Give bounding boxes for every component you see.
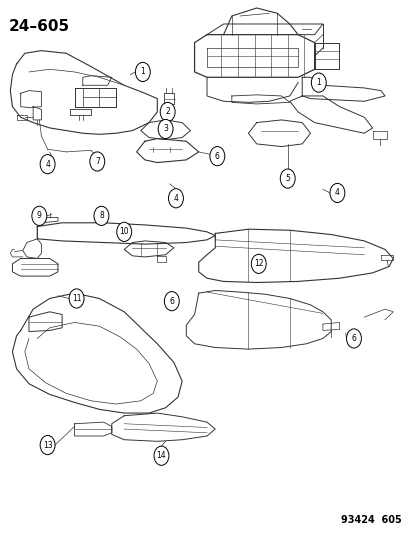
Circle shape (94, 206, 109, 225)
Circle shape (164, 292, 179, 311)
Text: 12: 12 (254, 260, 263, 268)
Circle shape (346, 329, 361, 348)
Text: 10: 10 (119, 228, 129, 236)
Circle shape (311, 73, 325, 92)
Text: 6: 6 (214, 152, 219, 160)
Text: 4: 4 (173, 194, 178, 203)
Circle shape (160, 102, 175, 122)
Text: 1: 1 (140, 68, 145, 76)
Text: 24–605: 24–605 (8, 19, 69, 34)
Text: 1: 1 (316, 78, 320, 87)
Text: 3: 3 (163, 125, 168, 133)
Text: 4: 4 (334, 189, 339, 197)
Circle shape (40, 155, 55, 174)
Circle shape (90, 152, 104, 171)
Text: 13: 13 (43, 441, 52, 449)
Text: 6: 6 (169, 297, 174, 305)
Circle shape (158, 119, 173, 139)
Circle shape (329, 183, 344, 203)
Circle shape (168, 189, 183, 208)
Circle shape (135, 62, 150, 82)
Text: 93424  605: 93424 605 (340, 515, 401, 525)
Text: 7: 7 (95, 157, 100, 166)
Circle shape (154, 446, 169, 465)
Circle shape (116, 222, 131, 241)
Circle shape (209, 147, 224, 166)
Text: 5: 5 (285, 174, 290, 183)
Text: 14: 14 (156, 451, 166, 460)
Text: 4: 4 (45, 160, 50, 168)
Circle shape (40, 435, 55, 455)
Text: 9: 9 (37, 212, 42, 220)
Circle shape (69, 289, 84, 308)
Text: 6: 6 (351, 334, 356, 343)
Circle shape (280, 169, 294, 188)
Circle shape (32, 206, 47, 225)
Text: 11: 11 (72, 294, 81, 303)
Circle shape (251, 254, 266, 273)
Text: 2: 2 (165, 108, 170, 116)
Text: 8: 8 (99, 212, 104, 220)
